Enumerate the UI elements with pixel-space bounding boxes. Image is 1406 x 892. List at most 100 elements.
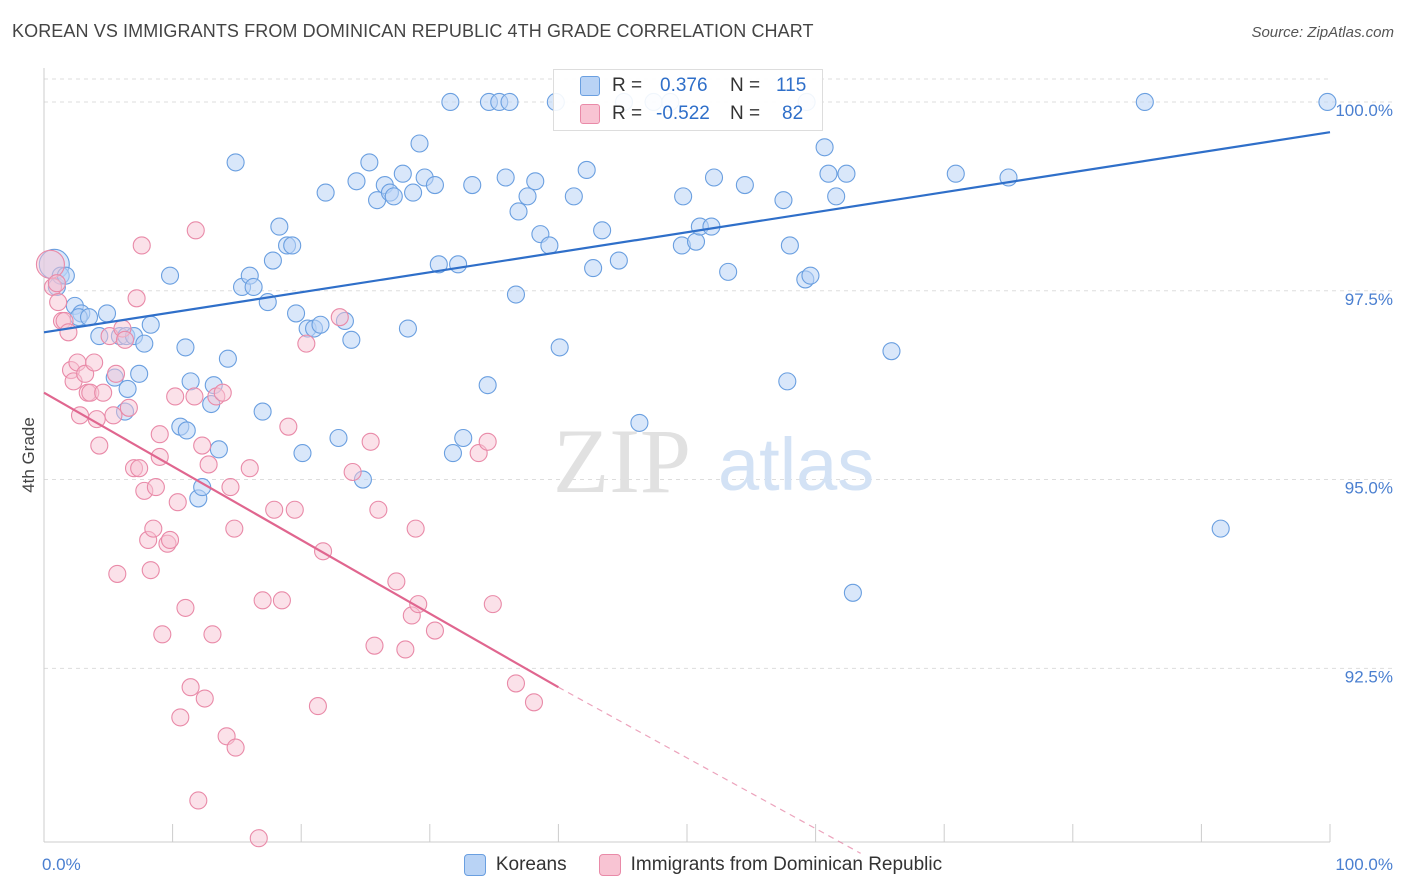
korean-point [135, 334, 154, 353]
korean-point [778, 372, 797, 391]
korean-point [815, 138, 834, 157]
korean-point [176, 338, 195, 357]
korean-point [425, 175, 444, 195]
dominican-n-value: 82 [782, 103, 804, 124]
korean-point [209, 440, 228, 459]
korean-point [393, 164, 412, 183]
korean-point [704, 168, 724, 187]
dominican-points [35, 221, 544, 848]
korean-point [686, 232, 706, 251]
stats-row-koreans: R = 0.376 N = 115 [554, 72, 806, 100]
dominican-point [146, 478, 165, 497]
dominican-point [396, 640, 415, 659]
korean-point [360, 153, 379, 172]
korean-point [674, 187, 693, 206]
dominican-point [166, 387, 185, 406]
dominican-point [160, 530, 180, 550]
korean-point [719, 262, 738, 281]
legend-swatch-koreans [463, 854, 486, 876]
stats-row-dominican: R = -0.522 N = 82 [554, 100, 803, 128]
korean-point [593, 221, 612, 240]
korean-point [141, 315, 160, 334]
dominican-point [35, 249, 65, 279]
korean-point [478, 376, 497, 395]
watermark-zip: ZIP [553, 410, 691, 512]
dominican-r-value: -0.522 [656, 103, 710, 124]
korean-point [404, 183, 423, 202]
dominican-swatch [580, 104, 600, 124]
dominican-point [85, 353, 104, 372]
korean-point [130, 364, 149, 383]
dominican-point [285, 500, 304, 519]
dominican-trend-line [43, 391, 559, 689]
dominican-point [225, 519, 244, 538]
y-tick-label: 92.5% [1345, 667, 1393, 686]
dominican-point [150, 425, 169, 444]
y-tick-label: 95.0% [1345, 479, 1393, 498]
korean-point [293, 444, 312, 463]
x-tick-label: 100.0% [1335, 855, 1393, 874]
dominican-point [189, 791, 208, 810]
korean-point [837, 164, 856, 183]
dominican-point [387, 572, 406, 591]
dominican-point [127, 289, 146, 308]
korean-point [540, 236, 559, 255]
dominican-point [90, 436, 109, 455]
korean-point [218, 349, 237, 368]
koreans-r-label: R = [612, 75, 643, 96]
korean-point [454, 428, 473, 448]
koreans-swatch [580, 76, 600, 96]
dominican-point [226, 738, 245, 757]
x-tick-label: 0.0% [42, 855, 81, 874]
korean-point [518, 187, 537, 206]
dominican-point [115, 330, 135, 349]
korean-point [441, 92, 460, 112]
dominican-point [478, 432, 497, 451]
dominican-point [425, 621, 444, 640]
dominican-point [141, 561, 160, 580]
korean-point [509, 202, 528, 221]
dominican-point [106, 364, 126, 383]
dominican-point [203, 625, 222, 644]
dominican-point [361, 432, 380, 451]
legend-item-koreans[interactable]: Koreans [463, 854, 567, 876]
legend-label-koreans: Koreans [495, 854, 567, 875]
dominican-point [330, 308, 349, 327]
korean-point [398, 319, 417, 338]
stats-legend: R = 0.376 N = 115 R = -0.522 N = 82 [553, 69, 823, 131]
dominican-point [524, 693, 544, 712]
dominican-point [130, 459, 149, 478]
dominican-point [49, 293, 68, 312]
chart-title: KOREAN VS IMMIGRANTS FROM DOMINICAN REPU… [12, 21, 814, 41]
dominican-point [308, 697, 327, 716]
y-axis-label: 4th Grade [19, 417, 38, 493]
korean-point [443, 444, 462, 463]
dominican-point [195, 689, 214, 708]
korean-point [609, 251, 628, 270]
dominican-point [193, 436, 212, 455]
dominican-point [406, 519, 425, 538]
dominican-point [221, 478, 240, 497]
korean-point [1135, 92, 1154, 112]
korean-point [506, 285, 526, 304]
dominican-point [279, 417, 298, 436]
dominican-point [104, 406, 123, 425]
korean-trend-line [43, 131, 1331, 334]
dominican-point [108, 564, 127, 583]
korean-point [946, 164, 965, 183]
legend-label-dominican: Immigrants from Dominican Republic [630, 854, 943, 875]
korean-point [287, 304, 306, 323]
korean-point [564, 187, 583, 206]
dominican-point [94, 383, 113, 402]
dominican-point [47, 274, 66, 293]
dominican-point [132, 236, 151, 255]
korean-point [347, 172, 366, 191]
korean-point [827, 187, 846, 206]
tick-labels: 92.5% 95.0% 97.5% 100.0% 0.0% 100.0% [42, 101, 1393, 874]
legend-item-dominican[interactable]: Immigrants from Dominican Republic [598, 854, 943, 876]
dominican-point [119, 398, 138, 417]
dominican-point [199, 455, 218, 474]
dominican-point [59, 323, 78, 342]
dominican-point [272, 591, 291, 610]
korean-point [1211, 519, 1230, 538]
